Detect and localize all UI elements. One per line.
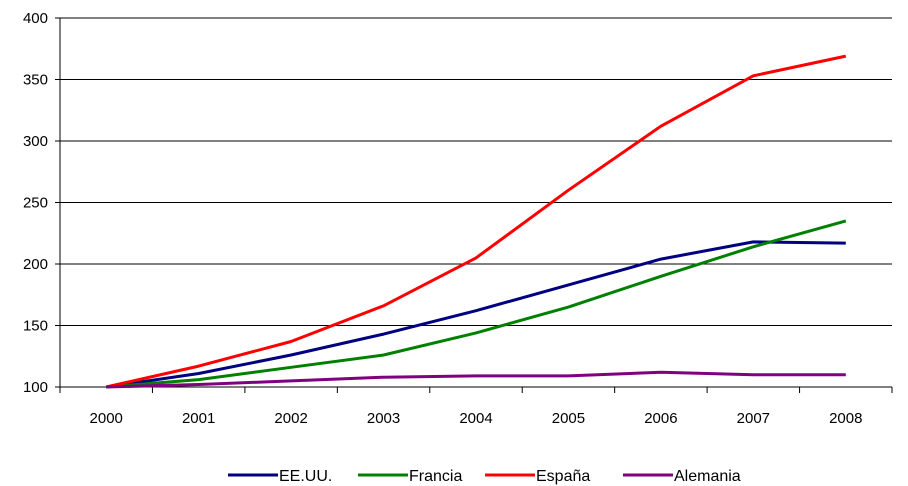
y-tick-label: 150 [23,318,48,335]
series-line-2 [106,219,847,389]
x-tick-label: 2004 [459,410,492,427]
legend-label: Francia [409,468,462,485]
x-tick-label: 2001 [182,410,215,427]
x-tick-label: 2008 [829,410,862,427]
legend-label: España [536,468,590,485]
x-axis-tick-labels: 2000 2001 2002 2003 2004 2005 2006 2007 2008 [90,410,863,427]
legend-label: EE.UU. [279,468,332,485]
series-line-1 [105,240,846,389]
y-axis-tick-labels: 100 150 200 250 300 350 400 [23,10,48,396]
x-tick-label: 2007 [737,410,770,427]
y-tick-label: 200 [23,256,48,273]
axes [55,17,893,393]
x-tick-label: 2002 [274,410,307,427]
x-tick-label: 2005 [552,410,585,427]
series-line-4 [106,370,846,389]
y-tick-label: 250 [23,195,48,212]
y-tick-label: 350 [23,72,48,89]
x-tick-label: 2003 [367,410,400,427]
y-tick-label: 300 [23,133,48,150]
legend-label: Alemania [674,468,741,485]
legend: EE.UU. Francia España Alemania [228,468,741,485]
gridlines [60,17,892,326]
y-tick-label: 100 [23,379,48,396]
series-lines [105,54,847,389]
x-tick-label: 2000 [90,410,123,427]
x-tick-label: 2006 [644,410,677,427]
series-line-3 [105,54,847,389]
y-tick-label: 400 [23,10,48,27]
